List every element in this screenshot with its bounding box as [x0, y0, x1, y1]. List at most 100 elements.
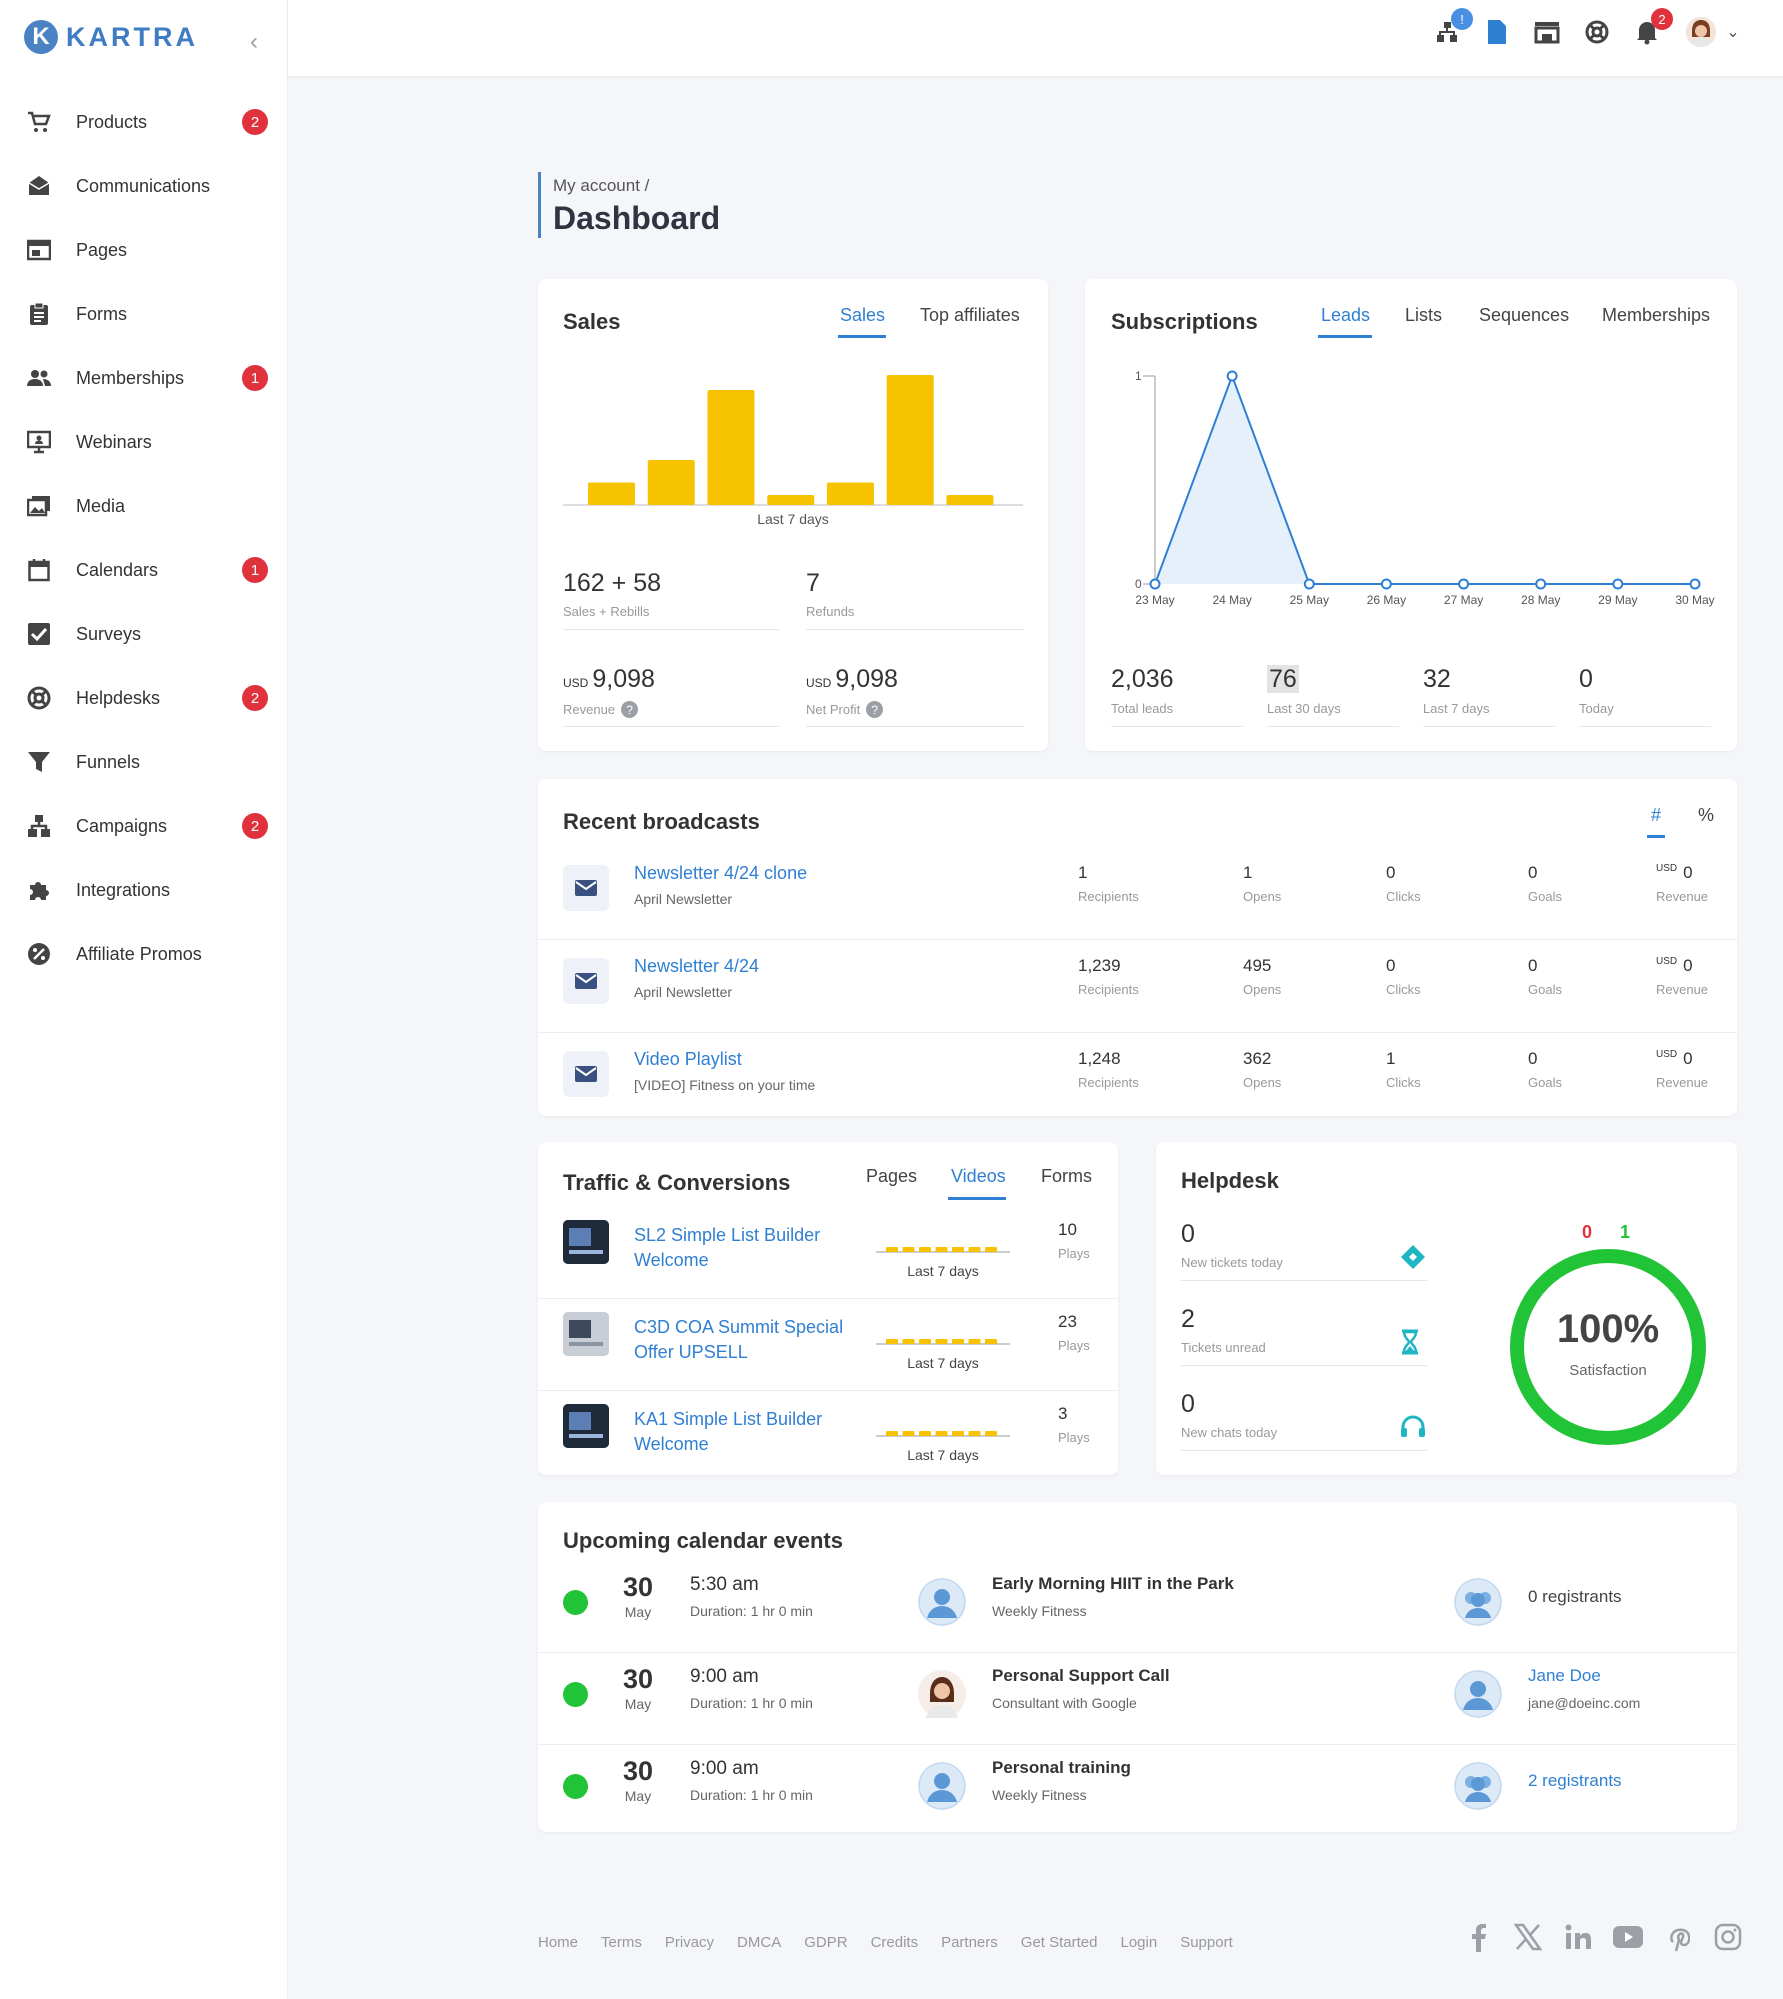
- lifebuoy-icon[interactable]: [1583, 18, 1611, 46]
- sidebar-item-communications[interactable]: Communications: [0, 154, 288, 218]
- campaigns-sitemap-icon[interactable]: !: [1433, 8, 1473, 46]
- footer-link-get-started[interactable]: Get Started: [1020, 1934, 1098, 1951]
- sidebar-item-helpdesks[interactable]: Helpdesks 2: [0, 666, 288, 730]
- footer-link-home[interactable]: Home: [538, 1934, 579, 1951]
- kartra-logo[interactable]: K KARTRA: [24, 20, 198, 54]
- leads-point[interactable]: [1226, 370, 1238, 382]
- sidebar-item-memberships[interactable]: Memberships 1: [0, 346, 288, 410]
- sales-rebills-value: 162 + 58: [563, 569, 662, 597]
- user-menu[interactable]: ⌄: [1683, 17, 1743, 47]
- sidebar-item-forms[interactable]: Forms: [0, 282, 288, 346]
- footer-link-dmca[interactable]: DMCA: [737, 1934, 782, 1951]
- currency-label: USD: [806, 676, 832, 690]
- event-calendar: Weekly Fitness: [992, 1603, 1087, 1619]
- footer-link-privacy[interactable]: Privacy: [664, 1934, 715, 1951]
- event-name[interactable]: Personal Support Call: [992, 1666, 1170, 1685]
- satisfaction-ring: [1510, 1249, 1706, 1445]
- toggle-percent[interactable]: %: [1698, 805, 1715, 825]
- leads-point[interactable]: [1612, 578, 1624, 590]
- broadcast-link[interactable]: Newsletter 4/24: [634, 956, 760, 976]
- event-name[interactable]: Personal training: [992, 1758, 1131, 1777]
- event-attendee[interactable]: Jane Doe: [1528, 1666, 1601, 1685]
- tab-memberships[interactable]: Memberships: [1602, 305, 1711, 325]
- sidebar-item-pages[interactable]: Pages: [0, 218, 288, 282]
- helpdesk-stat-label: Tickets unread: [1181, 1340, 1266, 1355]
- footer-link-credits[interactable]: Credits: [870, 1934, 919, 1951]
- plays-value: 23: [1058, 1312, 1077, 1331]
- leads-point[interactable]: [1380, 578, 1392, 590]
- leads-point[interactable]: [1303, 578, 1315, 590]
- video-thumbnail[interactable]: [563, 1312, 609, 1356]
- document-icon[interactable]: [1483, 18, 1511, 46]
- broadcast-link[interactable]: Newsletter 4/24 clone: [634, 863, 808, 883]
- video-link[interactable]: C3D COA Summit Special Offer UPSELL: [634, 1317, 844, 1362]
- help-icon[interactable]: ?: [621, 701, 639, 718]
- sidebar-item-surveys[interactable]: Surveys: [0, 602, 288, 666]
- sidebar-item-products[interactable]: Products 2: [0, 90, 288, 154]
- toggle-count[interactable]: #: [1651, 805, 1662, 825]
- facebook-icon[interactable]: [1463, 1922, 1493, 1952]
- plays-value: 10: [1058, 1220, 1077, 1239]
- tab-pages[interactable]: Pages: [866, 1166, 918, 1186]
- leads-stat-value: 0: [1579, 665, 1593, 694]
- help-icon[interactable]: ?: [866, 701, 884, 718]
- event-duration: Duration: 1 hr 0 min: [690, 1695, 813, 1711]
- leads-point[interactable]: [1689, 578, 1701, 590]
- funnel-icon: [26, 749, 52, 775]
- envelope-icon: [563, 958, 609, 1004]
- sidebar-item-webinars[interactable]: Webinars: [0, 410, 288, 474]
- leads-stat-label: Last 7 days: [1423, 701, 1490, 716]
- video-thumbnail[interactable]: [563, 1220, 609, 1264]
- x-tick-label: 23 May: [1135, 593, 1174, 607]
- sidebar-item-affiliate-promos[interactable]: Affiliate Promos: [0, 922, 288, 986]
- tab-videos[interactable]: Videos: [951, 1166, 1006, 1186]
- breadcrumb[interactable]: My account /: [553, 176, 650, 195]
- campaign-alert-badge: !: [1451, 8, 1473, 30]
- broadcast-link[interactable]: Video Playlist: [634, 1049, 742, 1069]
- leads-point[interactable]: [1458, 578, 1470, 590]
- subscriptions-card: Subscriptions Leads Lists Sequences Memb…: [1085, 279, 1737, 751]
- sidebar-item-funnels[interactable]: Funnels: [0, 730, 288, 794]
- leads-point[interactable]: [1535, 578, 1547, 590]
- video-thumbnail[interactable]: [563, 1404, 609, 1448]
- notifications-bell-icon[interactable]: 2: [1633, 8, 1673, 46]
- helpdesk-title: Helpdesk: [1181, 1168, 1279, 1193]
- footer-link-partners[interactable]: Partners: [941, 1934, 998, 1951]
- broadcasts-title: Recent broadcasts: [563, 809, 760, 834]
- tab-sales[interactable]: Sales: [840, 305, 886, 325]
- leads-point[interactable]: [1149, 578, 1161, 590]
- row-divider: [538, 939, 1737, 940]
- event-name[interactable]: Early Morning HIIT in the Park: [992, 1574, 1234, 1593]
- tab-top-affiliates[interactable]: Top affiliates: [920, 305, 1020, 325]
- sparkline-caption: Last 7 days: [907, 1447, 979, 1463]
- x-icon[interactable]: [1513, 1922, 1543, 1952]
- sidebar-item-campaigns[interactable]: Campaigns 2: [0, 794, 288, 858]
- footer-link-gdpr[interactable]: GDPR: [804, 1934, 848, 1951]
- tab-lists[interactable]: Lists: [1405, 305, 1443, 325]
- helpdesk-stat-label: New chats today: [1181, 1425, 1278, 1440]
- sidebar-item-integrations[interactable]: Integrations: [0, 858, 288, 922]
- row-divider: [538, 1298, 1118, 1299]
- revenue-value: USD 9,098: [563, 665, 655, 694]
- pinterest-icon[interactable]: [1663, 1922, 1693, 1952]
- tab-sequences[interactable]: Sequences: [1479, 305, 1570, 325]
- sidebar-item-media[interactable]: Media: [0, 474, 288, 538]
- tab-forms[interactable]: Forms: [1041, 1166, 1092, 1186]
- footer-link-login[interactable]: Login: [1120, 1934, 1158, 1951]
- revenue-label: Revenue?: [563, 701, 639, 718]
- footer-link-support[interactable]: Support: [1180, 1934, 1233, 1951]
- footer-link-terms[interactable]: Terms: [601, 1934, 642, 1951]
- sales-bar: [588, 482, 635, 505]
- sidebar-item-label: Products: [76, 111, 148, 132]
- event-attendee[interactable]: 2 registrants: [1528, 1771, 1622, 1790]
- instagram-icon[interactable]: [1713, 1922, 1743, 1952]
- video-link[interactable]: KA1 Simple List Builder Welcome: [634, 1409, 823, 1454]
- tab-leads[interactable]: Leads: [1321, 305, 1371, 325]
- sidebar-item-calendars[interactable]: Calendars 1: [0, 538, 288, 602]
- youtube-icon[interactable]: [1613, 1922, 1643, 1952]
- leads-stat-label: Total leads: [1111, 701, 1174, 716]
- linkedin-icon[interactable]: [1563, 1922, 1593, 1952]
- collapse-sidebar-icon[interactable]: ‹: [250, 28, 258, 55]
- store-icon[interactable]: [1533, 18, 1561, 46]
- video-link[interactable]: SL2 Simple List Builder Welcome: [634, 1225, 821, 1270]
